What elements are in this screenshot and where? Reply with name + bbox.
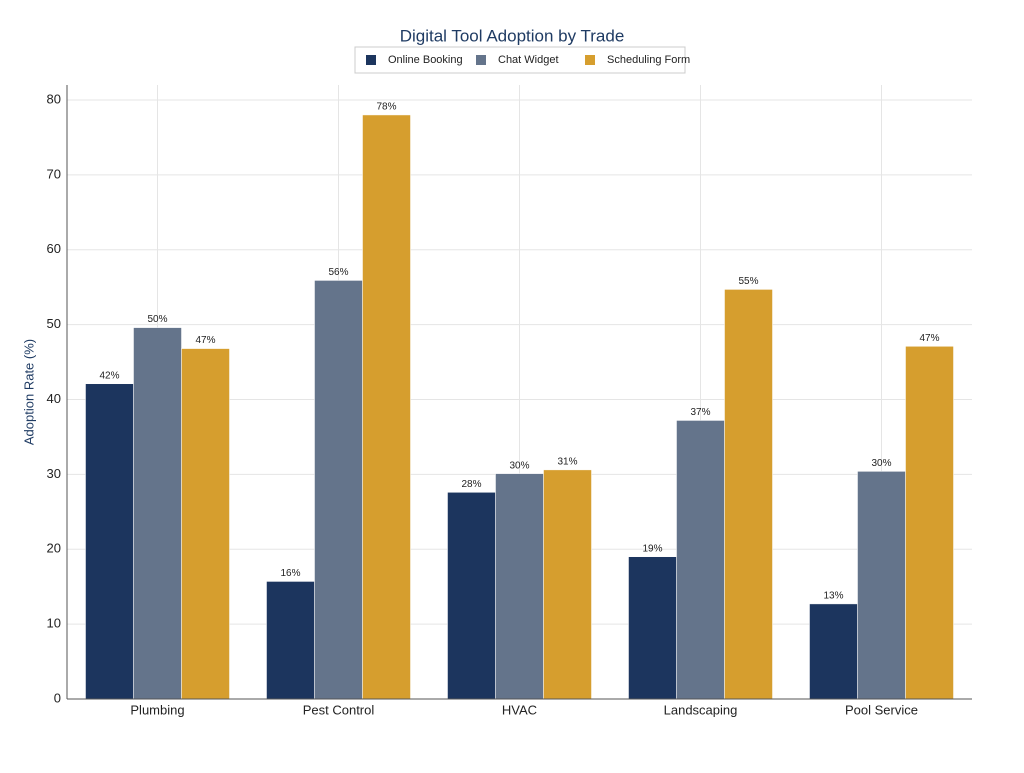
bar [266, 581, 315, 700]
y-tick-label: 70 [47, 166, 61, 181]
value-label: 16% [280, 568, 300, 579]
bar [85, 383, 134, 700]
bar [314, 280, 363, 700]
value-label: 42% [99, 370, 119, 381]
legend-label: Chat Widget [498, 54, 559, 66]
value-label: 47% [919, 333, 939, 344]
y-tick-label: 50 [47, 316, 61, 331]
bar [181, 348, 230, 700]
value-label: 55% [738, 276, 758, 287]
y-tick-label: 0 [54, 690, 61, 705]
bar [857, 471, 906, 700]
value-label: 19% [642, 543, 662, 554]
value-label: 28% [461, 479, 481, 490]
legend-swatch [476, 55, 486, 65]
value-label: 37% [690, 407, 710, 418]
y-tick-label: 20 [47, 541, 61, 556]
legend-box [354, 46, 686, 74]
value-label: 78% [376, 102, 396, 113]
y-tick-label: 80 [47, 91, 61, 106]
bar [724, 289, 773, 700]
x-tick-label: Landscaping [664, 702, 738, 717]
bar [362, 114, 411, 700]
value-label: 30% [871, 458, 891, 469]
bar [447, 492, 496, 700]
legend-label: Scheduling Form [607, 54, 690, 66]
x-tick-label: Pest Control [303, 702, 375, 717]
value-label: 47% [195, 335, 215, 346]
chart-title: Digital Tool Adoption by Trade [400, 26, 625, 45]
x-tick-label: Pool Service [845, 702, 918, 717]
y-tick-label: 10 [47, 616, 61, 631]
value-label: 31% [557, 457, 577, 468]
x-tick-label: HVAC [502, 702, 537, 717]
value-label: 56% [328, 267, 348, 278]
bar [543, 469, 592, 700]
x-tick-label: Plumbing [130, 702, 184, 717]
value-label: 13% [823, 591, 843, 602]
bar [133, 327, 182, 700]
bar [676, 420, 725, 700]
bar [495, 473, 544, 700]
legend-swatch [585, 55, 595, 65]
legend-swatch [366, 55, 376, 65]
value-label: 50% [147, 314, 167, 325]
bar [809, 603, 858, 700]
bar [628, 556, 677, 700]
bar [905, 346, 954, 700]
value-label: 30% [509, 460, 529, 471]
y-tick-label: 40 [47, 391, 61, 406]
y-tick-label: 60 [47, 241, 61, 256]
legend-label: Online Booking [388, 54, 463, 66]
y-axis-title: Adoption Rate (%) [21, 339, 36, 445]
y-tick-label: 30 [47, 466, 61, 481]
